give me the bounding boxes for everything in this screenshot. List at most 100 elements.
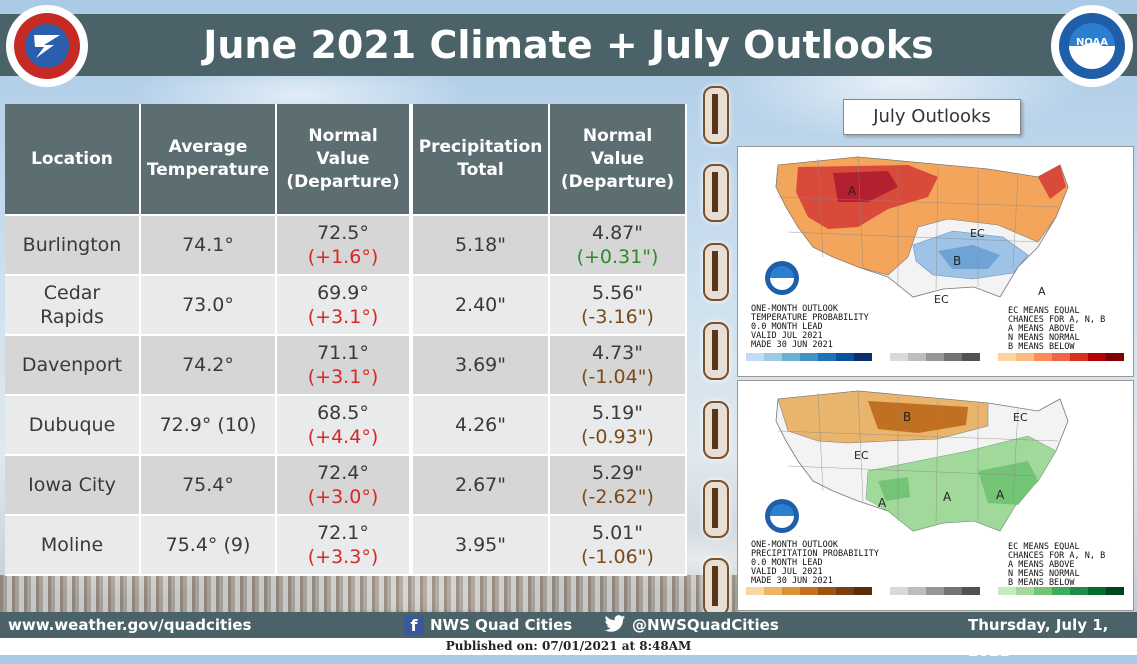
precipitation-normal-cell: 5.56" (-3.16") [550, 276, 687, 336]
svg-text:EC: EC [970, 227, 985, 240]
temperature-departure: (+4.4°) [307, 426, 379, 448]
scale-swatch [854, 353, 872, 361]
noaa-logo-icon: NOAA [1051, 5, 1133, 87]
temperature-probability-scale [746, 353, 1124, 361]
temperature-normal-cell: 72.1° (+3.3°) [277, 516, 413, 576]
column-header: Location [5, 104, 141, 216]
column-header-line: (Departure) [286, 171, 400, 192]
location-name: Dubuque [28, 414, 116, 436]
divider-connector [703, 558, 729, 616]
scale-swatch [872, 353, 890, 361]
nws-logo-icon [6, 5, 88, 87]
column-header-line: Total [457, 160, 504, 180]
scale-swatch [818, 353, 836, 361]
temperature-normal-cell: 72.4° (+3.0°) [277, 456, 413, 516]
website-link[interactable]: www.weather.gov/quadcities [8, 616, 252, 634]
svg-text:A: A [878, 496, 887, 510]
scale-swatch [944, 353, 962, 361]
page-title: June 2021 Climate + July Outlooks [203, 23, 934, 67]
location-name: Iowa City [28, 474, 116, 496]
temperature-outlook-map[interactable]: A B EC EC A ONE-MONTH OUTLOOK TEMPERATUR… [737, 146, 1134, 377]
table-row: Iowa City 75.4° 72.4° (+3.0°) 2.67" 5.29" (-2.… [5, 456, 687, 516]
location-cell: Iowa City [5, 456, 141, 516]
svg-text:B: B [953, 254, 961, 268]
precipitation-departure: (-1.04") [581, 366, 654, 388]
precipitation-probability-scale [746, 587, 1124, 595]
outlooks-label: July Outlooks [843, 99, 1021, 135]
noaa-small-icon [765, 499, 799, 533]
column-header-line: Value [316, 148, 370, 169]
scale-swatch [962, 353, 980, 361]
published-timestamp: Published on: 07/01/2021 at 8:48AM [0, 638, 1137, 655]
scale-swatch [1052, 587, 1070, 595]
noaa-small-icon [765, 261, 799, 295]
scale-swatch [1070, 353, 1088, 361]
table-row: Burlington 74.1° 72.5° (+1.6°) 5.18" 4.87" (+0… [5, 216, 687, 276]
svg-text:EC: EC [854, 449, 869, 462]
scale-swatch [818, 587, 836, 595]
location-name: Rapids [40, 306, 104, 328]
temperature-normal-value: 72.4° [317, 462, 369, 484]
average-temperature-cell: 73.0° [141, 276, 277, 336]
average-temperature-cell: 75.4° (9) [141, 516, 277, 576]
temperature-normal-value: 69.9° [317, 282, 369, 304]
svg-text:NOAA: NOAA [1076, 37, 1108, 48]
table-row: Davenport 74.2° 71.1° (+3.1°) 3.69" 4.73" (-1.… [5, 336, 687, 396]
temperature-departure: (+3.0°) [307, 486, 379, 508]
divider-connector [703, 243, 729, 301]
precipitation-outlook-map[interactable]: B EC EC A A A ONE-MONTH OUTLOOK PRECIPIT… [737, 380, 1134, 611]
column-header-line: Precipitation [418, 137, 543, 157]
scale-swatch [962, 587, 980, 595]
table-row: Dubuque 72.9° (10) 68.5° (+4.4°) 4.26" 5.19"(… [5, 396, 687, 456]
gull-icon: NOAA [1073, 37, 1111, 53]
facebook-link[interactable]: NWS Quad Cities [430, 616, 573, 634]
precipitation-departure: (-3.16") [581, 306, 654, 328]
column-header: Average Temperature [141, 104, 277, 216]
location-cell: Moline [5, 516, 141, 576]
scale-swatch [1034, 353, 1052, 361]
scale-swatch [998, 587, 1016, 595]
precipitation-departure: (-0.93") [581, 426, 654, 448]
scale-swatch [782, 353, 800, 361]
twitter-link[interactable]: @NWSQuadCities [632, 616, 779, 634]
temperature-departure: (+3.3°) [307, 546, 379, 568]
average-temperature-cell: 74.2° [141, 336, 277, 396]
temperature-normal-cell: 69.9° (+3.1°) [277, 276, 413, 336]
precipitation-normal-value: 5.56" [591, 282, 644, 304]
tree-background [0, 575, 740, 613]
scale-swatch [926, 587, 944, 595]
precipitation-normal-value: 5.19" [591, 402, 644, 424]
scale-swatch [854, 587, 872, 595]
scale-swatch [1070, 587, 1088, 595]
precipitation-departure: (+0.31") [576, 246, 659, 268]
precipitation-departure: (-2.62") [581, 486, 654, 508]
column-header: Precipitation Total [413, 104, 550, 216]
facebook-icon[interactable]: f [404, 615, 424, 635]
climate-table: Location Average Temperature Normal Value (De… [5, 104, 687, 576]
divider-connector [703, 86, 729, 144]
column-header-line: Average [168, 137, 248, 157]
date-label: Thursday, July 1, 2021 [968, 616, 1109, 660]
temperature-normal-cell: 68.5° (+4.4°) [277, 396, 413, 456]
precipitation-map-graphic: B EC EC A A A [738, 381, 1133, 610]
temperature-normal-cell: 71.1° (+3.1°) [277, 336, 413, 396]
precipitation-total-cell: 2.40" [413, 276, 550, 336]
location-cell: Davenport [5, 336, 141, 396]
scale-swatch [836, 587, 854, 595]
precipitation-normal-cell: 5.29" (-2.62") [550, 456, 687, 516]
location-cell: Dubuque [5, 396, 141, 456]
divider-connector [703, 164, 729, 222]
scale-swatch [1088, 587, 1106, 595]
column-header-line: (Departure) [560, 171, 675, 192]
scale-swatch [980, 587, 998, 595]
average-temperature-cell: 74.1° [141, 216, 277, 276]
footer-bar [0, 612, 1137, 638]
twitter-icon[interactable] [603, 614, 627, 636]
location-name: Burlington [22, 234, 122, 256]
svg-text:A: A [848, 184, 857, 198]
average-temperature-cell: 72.9° (10) [141, 396, 277, 456]
table-row: Cedar Rapids 73.0° 69.9° (+3.1°) 2.40" 5.56" (-… [5, 276, 687, 336]
scale-swatch [998, 353, 1016, 361]
scale-swatch [1016, 353, 1034, 361]
scale-swatch [782, 587, 800, 595]
